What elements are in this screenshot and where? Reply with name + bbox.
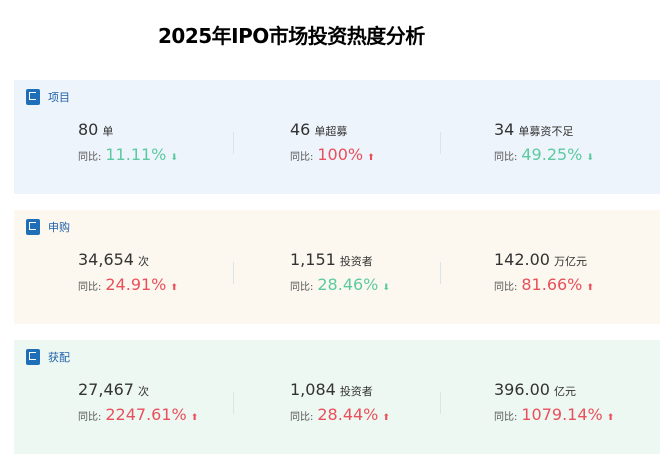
stat-item: 27,467 次 同比: 2247.61% ⬆	[78, 380, 198, 424]
section-header: 获配	[26, 349, 70, 365]
section-header: 申购	[26, 219, 70, 235]
stat-unit: 单超募	[314, 125, 348, 138]
stat-item: 1,084 投资者 同比: 28.44% ⬆	[290, 380, 390, 424]
stat-value: 34	[494, 120, 515, 139]
stat-unit: 次	[137, 385, 149, 398]
yoy-label: 同比:	[78, 152, 102, 163]
section-label: 获配	[48, 351, 70, 364]
yoy-label: 同比:	[78, 282, 102, 293]
section-2: 获配 27,467 次 同比: 2247.61% ⬆ 1,084 投资者 同比: 28.4…	[14, 340, 660, 454]
yoy-percent: 28.44%	[317, 405, 379, 424]
stat-unit: 万亿元	[553, 255, 587, 268]
divider	[440, 392, 441, 414]
yoy-label: 同比:	[494, 282, 518, 293]
section-1: 申购 34,654 次 同比: 24.91% ⬆ 1,151 投资者 同比: 28.46%…	[14, 210, 660, 324]
stat-item: 1,151 投资者 同比: 28.46% ⬇	[290, 250, 390, 294]
yoy-percent: 28.46%	[317, 275, 379, 294]
stat-value: 396.00	[494, 380, 550, 399]
arrow-up-icon: ⬆	[586, 283, 594, 293]
stat-unit: 单	[102, 125, 114, 138]
arrow-up-icon: ⬆	[367, 153, 375, 163]
stat-value: 34,654	[78, 250, 134, 269]
yoy-percent: 24.91%	[105, 275, 167, 294]
stat-item: 34 单募资不足 同比: 49.25% ⬇	[494, 120, 594, 164]
arrow-down-icon: ⬇	[170, 153, 178, 163]
page-title: 2025年IPO市场投资热度分析	[158, 24, 425, 48]
section-0: 项目 80 单 同比: 11.11% ⬇ 46 单超募 同比: 100% ⬆ 34 单募资不足…	[14, 80, 660, 194]
yoy-label: 同比:	[494, 152, 518, 163]
section-header: 项目	[26, 89, 70, 105]
arrow-up-icon: ⬆	[382, 413, 390, 423]
yoy-percent: 100%	[317, 145, 364, 164]
yoy-label: 同比:	[290, 152, 314, 163]
yoy-label: 同比:	[290, 282, 314, 293]
divider	[233, 392, 234, 414]
document-icon	[26, 349, 40, 365]
divider	[233, 262, 234, 284]
arrow-down-icon: ⬇	[586, 153, 594, 163]
section-label: 申购	[48, 221, 70, 234]
stat-unit: 亿元	[553, 385, 576, 398]
stat-unit: 投资者	[339, 385, 373, 398]
stat-unit: 投资者	[339, 255, 373, 268]
yoy-label: 同比:	[78, 412, 102, 423]
divider	[233, 132, 234, 154]
divider	[440, 262, 441, 284]
arrow-down-icon: ⬇	[382, 283, 390, 293]
yoy-percent: 2247.61%	[105, 405, 187, 424]
document-icon	[26, 89, 40, 105]
stat-item: 46 单超募 同比: 100% ⬆	[290, 120, 375, 164]
stat-item: 396.00 亿元 同比: 1079.14% ⬆	[494, 380, 614, 424]
yoy-percent: 49.25%	[521, 145, 583, 164]
stat-item: 142.00 万亿元 同比: 81.66% ⬆	[494, 250, 594, 294]
stat-value: 1,084	[290, 380, 336, 399]
section-label: 项目	[48, 91, 70, 104]
stat-value: 46	[290, 120, 311, 139]
yoy-percent: 11.11%	[105, 145, 167, 164]
arrow-up-icon: ⬆	[170, 283, 178, 293]
divider	[440, 132, 441, 154]
stat-item: 34,654 次 同比: 24.91% ⬆	[78, 250, 178, 294]
stat-value: 142.00	[494, 250, 550, 269]
arrow-up-icon: ⬆	[606, 413, 615, 423]
yoy-label: 同比:	[494, 412, 518, 423]
stat-value: 80	[78, 120, 99, 139]
arrow-up-icon: ⬆	[190, 413, 199, 423]
stat-value: 27,467	[78, 380, 134, 399]
document-icon	[26, 219, 40, 235]
stat-item: 80 单 同比: 11.11% ⬇	[78, 120, 178, 164]
stat-unit: 单募资不足	[518, 125, 574, 138]
stat-value: 1,151	[290, 250, 336, 269]
stat-unit: 次	[137, 255, 149, 268]
yoy-percent: 81.66%	[521, 275, 583, 294]
yoy-percent: 1079.14%	[521, 405, 603, 424]
yoy-label: 同比:	[290, 412, 314, 423]
